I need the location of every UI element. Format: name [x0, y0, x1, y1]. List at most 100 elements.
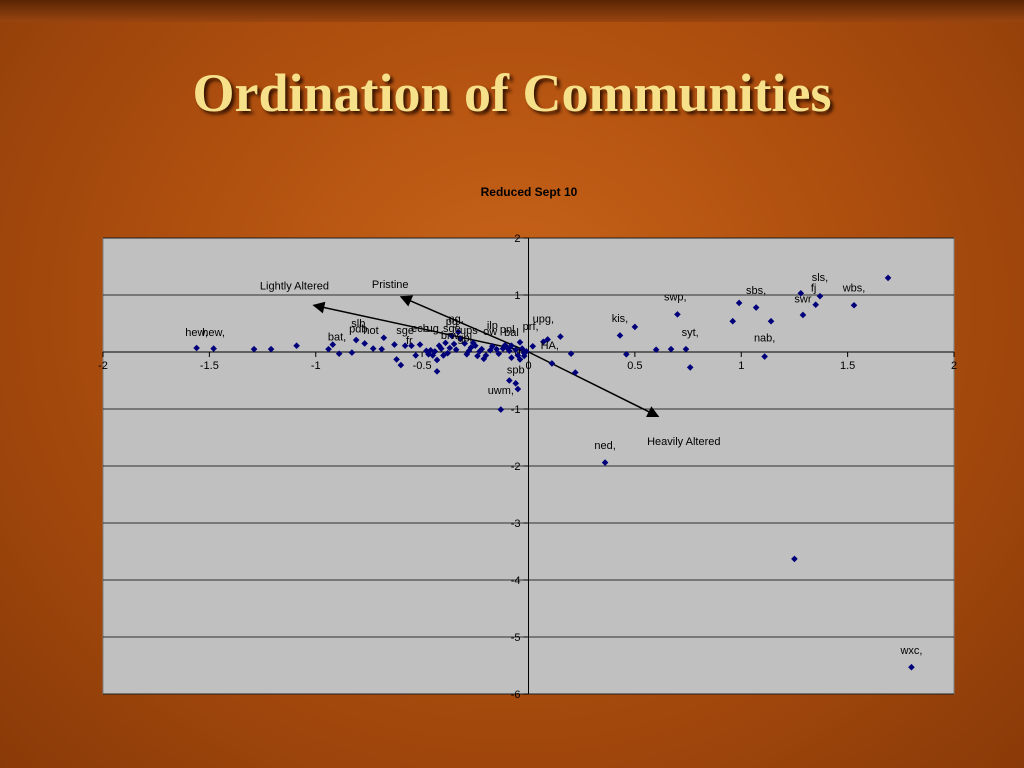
- y-tick-label: -4: [511, 575, 521, 587]
- x-tick-label: -0.5: [413, 360, 432, 372]
- data-point: [397, 361, 405, 369]
- data-point: [448, 332, 456, 340]
- data-point: [516, 356, 524, 363]
- x-tick-label: 0.5: [627, 360, 642, 372]
- data-points: [193, 274, 915, 671]
- point-label: ups: [460, 325, 478, 337]
- data-point: [325, 345, 332, 353]
- data-point: [433, 368, 441, 375]
- data-point: [816, 292, 824, 300]
- point-label: fr: [406, 335, 413, 347]
- data-point: [352, 336, 360, 344]
- data-point: [461, 340, 468, 347]
- data-point: [437, 345, 445, 352]
- point-label: ned,: [594, 440, 615, 452]
- data-point: [529, 343, 537, 350]
- data-point: [557, 333, 564, 340]
- y-tick-label: 1: [514, 290, 520, 302]
- data-point: [767, 317, 775, 325]
- direction-arrow: [399, 295, 529, 353]
- data-point: [495, 350, 503, 358]
- point-label: swr: [794, 293, 811, 305]
- data-point: [548, 360, 556, 367]
- data-point: [493, 345, 500, 353]
- y-tick-label: -5: [511, 632, 521, 644]
- data-point: [516, 339, 524, 346]
- data-point: [884, 274, 892, 282]
- data-point: [631, 323, 639, 331]
- data-point: [797, 289, 805, 297]
- y-tick-label: 2: [514, 233, 520, 245]
- data-point: [429, 352, 437, 359]
- data-point: [440, 352, 447, 359]
- data-point: [850, 301, 858, 309]
- data-point: [431, 348, 439, 355]
- data-point: [378, 345, 386, 353]
- data-point: [514, 385, 522, 393]
- data-point: [478, 345, 485, 353]
- point-label: ecb: [411, 323, 429, 335]
- y-tick-label: -6: [511, 689, 521, 701]
- data-point: [250, 345, 258, 353]
- data-point: [369, 345, 377, 352]
- point-label: sge: [443, 323, 461, 335]
- data-point: [506, 377, 513, 384]
- point-label: bat,: [328, 332, 346, 344]
- point-label: fj: [811, 283, 817, 295]
- data-point: [544, 336, 551, 343]
- point-label: hew,: [185, 327, 208, 339]
- data-point: [401, 342, 409, 350]
- x-tick-label: -2: [98, 360, 108, 372]
- data-point: [482, 352, 490, 359]
- data-point: [508, 342, 515, 350]
- data-point: [463, 350, 471, 358]
- point-label: prf,: [523, 321, 539, 333]
- x-tick-label: 2: [951, 360, 957, 372]
- point-label: bal: [504, 327, 519, 339]
- x-tick-label: -1.5: [200, 360, 219, 372]
- data-point: [450, 340, 458, 348]
- data-point: [489, 343, 496, 350]
- data-point: [412, 352, 420, 359]
- data-point: [446, 344, 454, 352]
- point-label: pdb: [349, 324, 367, 336]
- data-point: [472, 342, 479, 350]
- data-point: [391, 341, 398, 348]
- data-point: [572, 369, 579, 376]
- data-point: [393, 356, 400, 363]
- data-point: [423, 347, 430, 355]
- data-point: [791, 555, 798, 563]
- data-point: [293, 342, 300, 350]
- data-point: [506, 347, 513, 355]
- data-point: [210, 345, 217, 352]
- point-label: ow: [483, 326, 497, 338]
- data-point: [682, 345, 690, 353]
- data-point: [518, 345, 526, 352]
- point-label: gbl: [457, 333, 472, 345]
- data-point: [467, 344, 475, 351]
- data-point: [812, 301, 820, 308]
- chart-annotation: Heavily Altered: [647, 436, 720, 448]
- data-point: [601, 459, 609, 466]
- point-label: kis,: [612, 313, 629, 325]
- x-tick-label: 0: [525, 360, 531, 372]
- annotations: Lightly Altered Pristine Heavily Altered: [260, 279, 721, 448]
- data-point: [457, 335, 464, 343]
- y-tick-label: -2: [511, 461, 521, 473]
- data-point: [335, 350, 343, 358]
- data-point: [567, 350, 575, 358]
- data-point: [442, 339, 449, 347]
- point-label: upg,: [533, 313, 554, 325]
- point-label: ng,: [449, 313, 464, 325]
- chart-title: Reduced Sept 10: [480, 185, 578, 199]
- point-label: hot: [363, 325, 378, 337]
- data-point: [761, 353, 768, 360]
- point-label: pg: [446, 316, 458, 328]
- point-label: ilp: [487, 320, 498, 332]
- data-point: [486, 346, 494, 354]
- data-point: [523, 348, 530, 355]
- x-tick-label: -1: [311, 360, 321, 372]
- data-point: [497, 406, 505, 413]
- slide-title: Ordination of Communities: [192, 63, 832, 123]
- point-label: pnl: [500, 324, 515, 336]
